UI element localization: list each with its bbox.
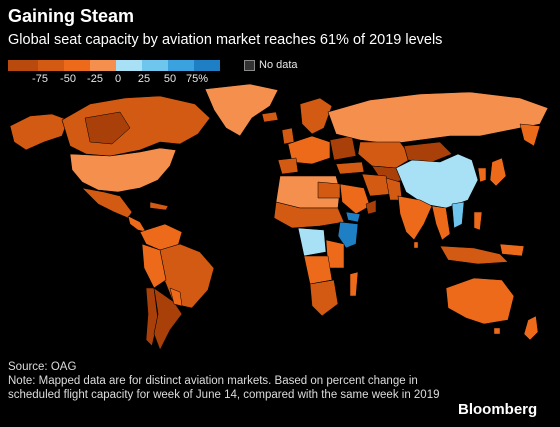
korea [477, 167, 487, 183]
legend-label-minus-75: -75 [32, 73, 48, 85]
mongolia [403, 141, 453, 163]
scandinavia [299, 97, 333, 135]
methodology-note: Note: Mapped data are for distinct aviat… [8, 375, 440, 401]
japan [489, 157, 507, 187]
canada [61, 95, 211, 157]
legend-swatch-7 [168, 60, 194, 71]
legend-label-75: 75% [185, 73, 209, 85]
legend-swatch-2 [38, 60, 64, 71]
australia [445, 277, 515, 325]
turkey [335, 161, 365, 175]
chart-subtitle: Global seat capacity by aviation market … [8, 32, 443, 48]
madagascar [349, 271, 359, 297]
philippines [473, 211, 483, 231]
alaska [9, 113, 69, 151]
bloomberg-logo: Bloomberg [458, 401, 538, 418]
southern-africa [309, 279, 339, 317]
tasmania [493, 327, 501, 335]
india [397, 195, 433, 241]
chart-title: Gaining Steam [8, 6, 135, 26]
mexico [81, 187, 133, 219]
new-guinea [499, 243, 525, 257]
legend-swatch-4 [90, 60, 116, 71]
legend-label-minus-50: -50 [60, 73, 76, 85]
source-note: Source: OAG [8, 361, 77, 373]
vietnam [451, 201, 465, 229]
uruguay-paraguay [169, 287, 183, 307]
far-east-peninsula [519, 123, 541, 147]
world-map [9, 84, 549, 351]
legend-swatch-8 [194, 60, 220, 71]
yemen [345, 211, 361, 223]
egypt [317, 181, 341, 199]
oman [365, 199, 377, 215]
legend-swatch-3 [64, 60, 90, 71]
legend-label-25: 25 [137, 73, 151, 85]
russia [327, 91, 549, 145]
legend-swatch-1 [8, 60, 38, 71]
horn-of-africa [337, 221, 359, 249]
sri-lanka [413, 241, 419, 249]
greenland [204, 84, 279, 137]
uk-ireland [281, 127, 295, 145]
myanmar-thailand [431, 205, 451, 241]
no-data-label: No data [259, 59, 298, 71]
iceland [261, 111, 279, 123]
no-data-swatch [244, 60, 255, 71]
sahel [273, 201, 345, 229]
usa [69, 147, 177, 193]
saudi-arabia [339, 183, 371, 215]
caribbean [149, 201, 169, 211]
legend-swatch-6 [142, 60, 168, 71]
angola-zambia [303, 255, 333, 285]
indonesia [439, 245, 509, 265]
peru-bolivia [141, 243, 167, 289]
central-america [127, 215, 147, 233]
legend-label-minus-25: -25 [87, 73, 103, 85]
eastern-europe [329, 135, 357, 161]
legend-label-0: 0 [114, 73, 122, 85]
new-zealand [523, 315, 539, 341]
legend-label-50: 50 [163, 73, 177, 85]
legend-swatch-5 [116, 60, 142, 71]
iberia [277, 157, 299, 175]
hudson-bay-region [84, 111, 131, 145]
central-africa [297, 227, 327, 257]
